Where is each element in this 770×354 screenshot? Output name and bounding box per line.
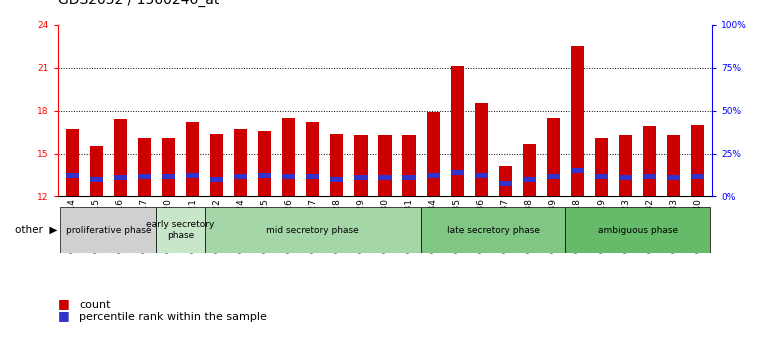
Bar <box>210 133 223 196</box>
Text: mid secretory phase: mid secretory phase <box>266 225 359 235</box>
Text: proliferative phase: proliferative phase <box>65 225 151 235</box>
Text: other  ▶: other ▶ <box>15 225 58 235</box>
Bar <box>691 125 705 196</box>
Bar <box>89 147 103 196</box>
Text: late secretory phase: late secretory phase <box>447 225 540 235</box>
Bar <box>306 122 320 196</box>
Bar <box>330 177 343 182</box>
Bar <box>667 175 681 181</box>
Bar <box>547 174 560 179</box>
Bar <box>354 135 367 196</box>
Bar <box>499 181 512 186</box>
Bar <box>450 66 464 196</box>
Bar <box>403 175 416 181</box>
Text: percentile rank within the sample: percentile rank within the sample <box>79 312 267 322</box>
Bar <box>427 112 440 196</box>
Bar <box>667 135 681 196</box>
Bar <box>186 172 199 177</box>
Text: ■: ■ <box>58 297 69 310</box>
Bar <box>619 175 632 181</box>
Text: ambiguous phase: ambiguous phase <box>598 225 678 235</box>
Bar <box>65 129 79 196</box>
Bar <box>595 174 608 179</box>
Bar <box>282 118 296 196</box>
Bar <box>571 168 584 173</box>
Bar <box>643 126 656 196</box>
Bar <box>114 175 127 181</box>
Bar <box>643 174 656 179</box>
Bar <box>499 166 512 196</box>
Bar <box>234 174 247 179</box>
Bar <box>523 177 536 182</box>
Bar <box>114 119 127 196</box>
Bar <box>138 174 151 179</box>
Bar <box>427 172 440 177</box>
Bar <box>330 133 343 196</box>
Bar <box>450 170 464 175</box>
Bar <box>565 207 710 253</box>
Bar <box>378 175 392 181</box>
Bar <box>306 174 320 179</box>
Bar <box>403 135 416 196</box>
Bar <box>156 207 205 253</box>
Bar <box>282 174 296 179</box>
Bar <box>89 177 103 182</box>
Bar <box>65 172 79 177</box>
Text: early secretory
phase: early secretory phase <box>146 221 215 240</box>
Bar <box>378 135 392 196</box>
Text: GDS2052 / 1560246_at: GDS2052 / 1560246_at <box>58 0 219 7</box>
Bar <box>474 172 488 177</box>
Bar <box>162 174 175 179</box>
Bar <box>354 175 367 181</box>
Bar <box>162 138 175 196</box>
Bar <box>205 207 421 253</box>
Bar <box>571 46 584 196</box>
Bar <box>258 131 271 196</box>
Text: count: count <box>79 300 111 310</box>
Bar <box>595 138 608 196</box>
Bar <box>619 135 632 196</box>
Bar <box>547 118 560 196</box>
Bar <box>234 129 247 196</box>
Bar <box>523 143 536 196</box>
Bar <box>691 174 705 179</box>
Bar <box>60 207 156 253</box>
Bar <box>210 177 223 182</box>
Bar <box>138 138 151 196</box>
Bar <box>258 172 271 177</box>
Bar <box>474 103 488 196</box>
Bar <box>421 207 565 253</box>
Text: ■: ■ <box>58 309 69 322</box>
Bar <box>186 122 199 196</box>
